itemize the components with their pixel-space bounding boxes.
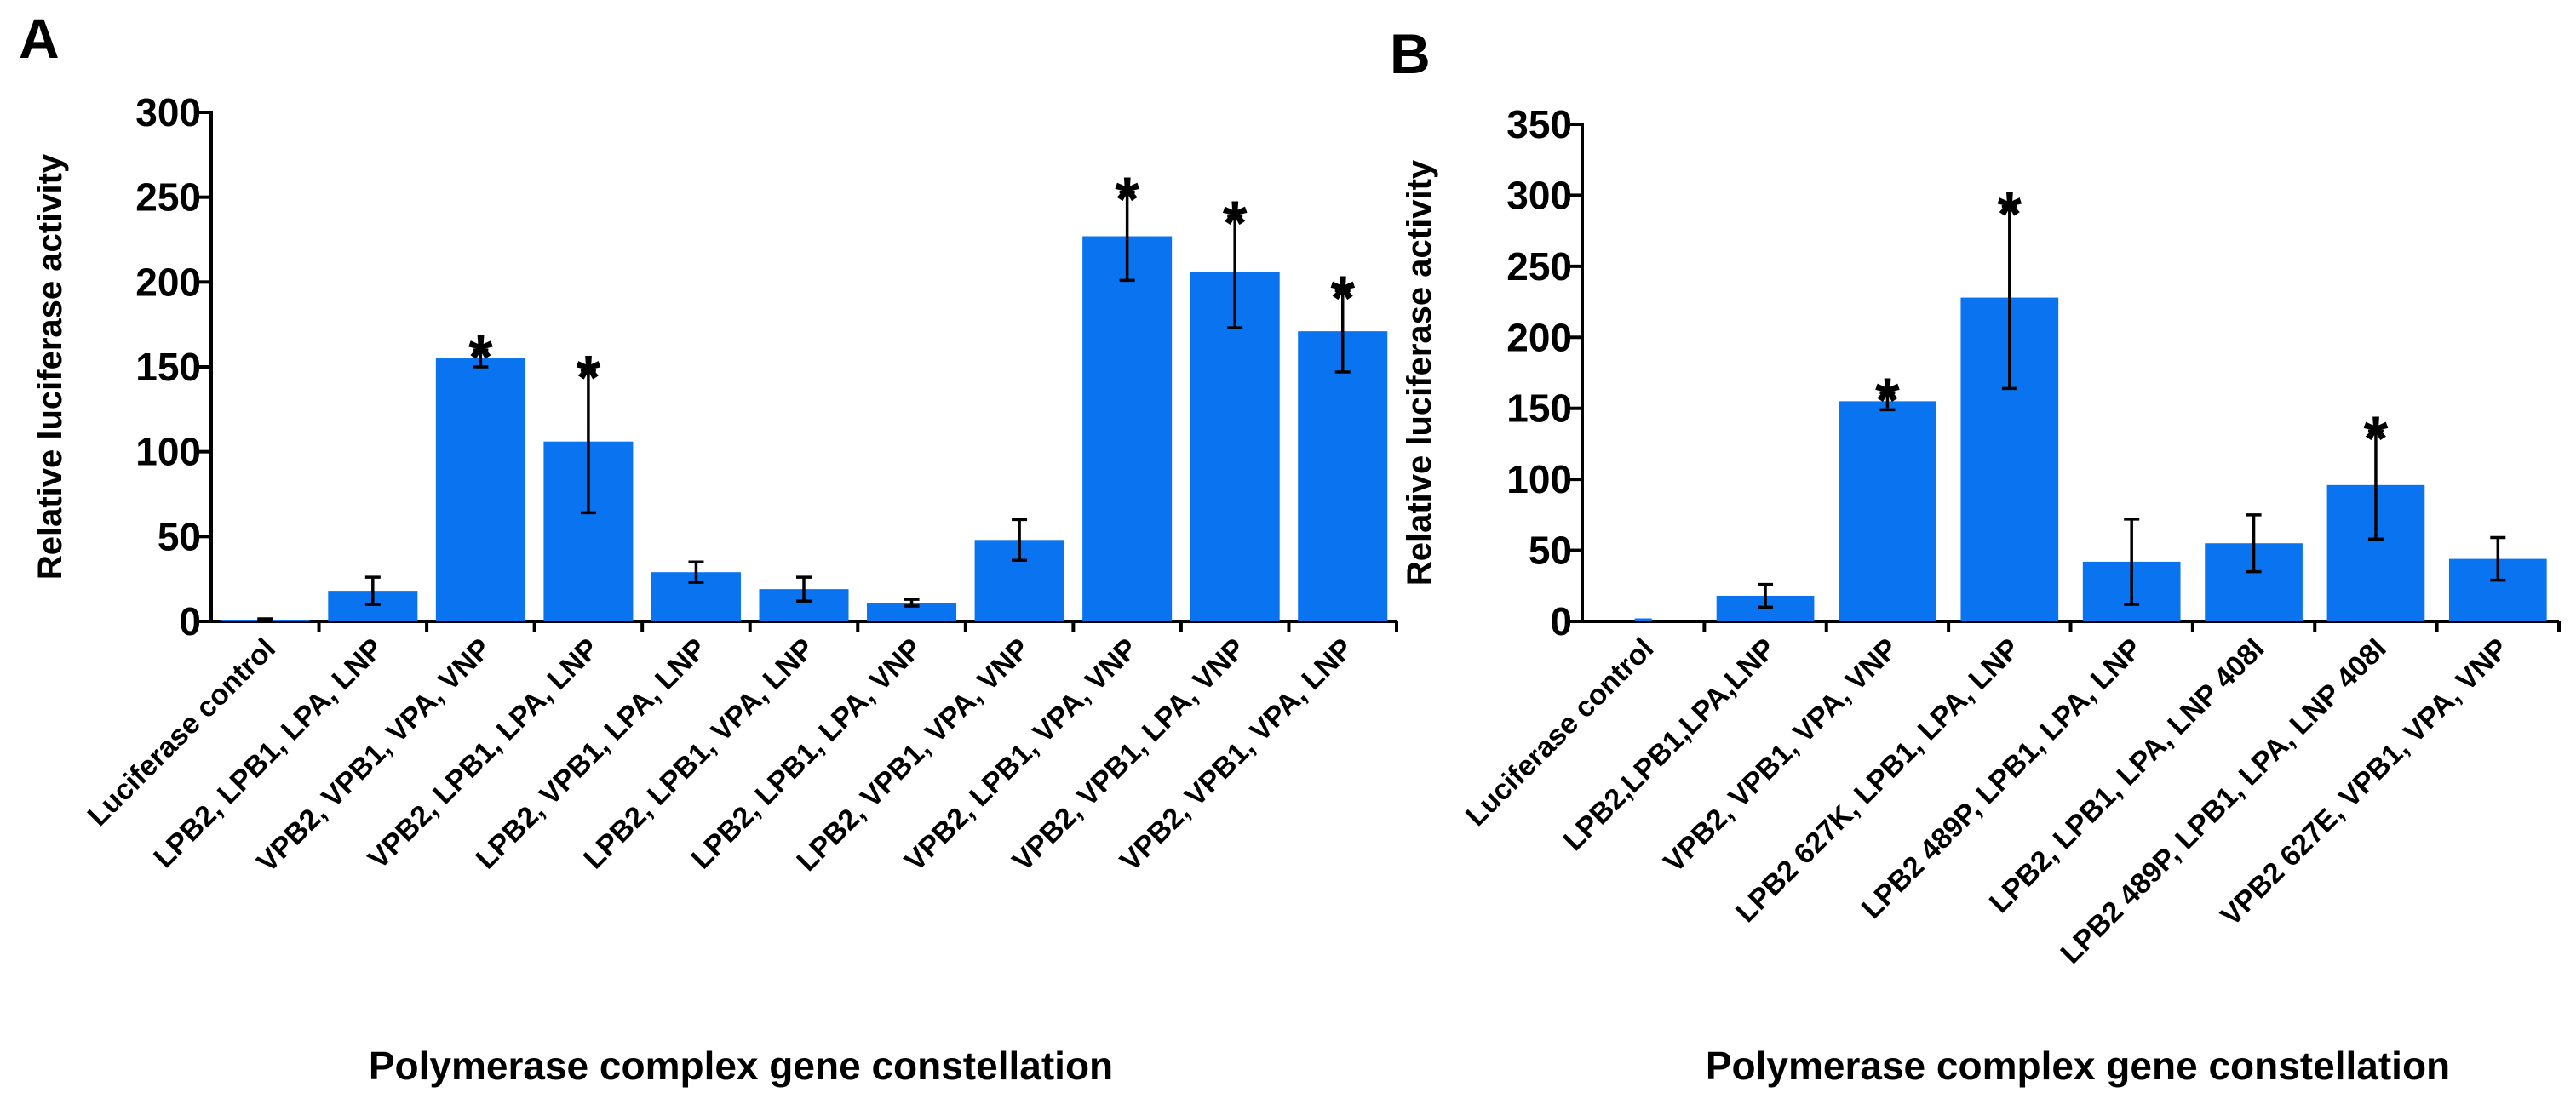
bar bbox=[1082, 236, 1173, 621]
significance-marker: * bbox=[577, 342, 601, 413]
y-tick-label: 0 bbox=[179, 599, 201, 644]
bar bbox=[1298, 331, 1388, 621]
significance-marker: * bbox=[1330, 262, 1355, 333]
category-label: Luciferase control bbox=[82, 632, 282, 832]
significance-marker: * bbox=[1997, 179, 2022, 249]
y-axis-title: Relative luciferase activity bbox=[1401, 159, 1438, 586]
category-label: LPB2,LPB1,LPA,LNP bbox=[1558, 632, 1782, 857]
y-tick-label: 150 bbox=[1506, 386, 1572, 431]
y-tick-label: 250 bbox=[1506, 244, 1572, 289]
y-tick-label: 100 bbox=[135, 430, 201, 474]
bar bbox=[867, 603, 957, 621]
y-tick-label: 200 bbox=[135, 260, 201, 304]
panel-letter: A bbox=[19, 7, 60, 70]
y-tick-label: 250 bbox=[135, 175, 201, 220]
y-tick-label: 50 bbox=[1529, 529, 1572, 573]
bar bbox=[435, 358, 525, 621]
y-tick-label: 300 bbox=[1506, 173, 1572, 217]
y-tick-label: 50 bbox=[158, 514, 201, 558]
panel-letter: B bbox=[1390, 22, 1431, 85]
category-label: VPB2, VPB1, VPA, VNP bbox=[1657, 632, 1904, 879]
bar bbox=[1190, 272, 1280, 621]
y-tick-label: 200 bbox=[1506, 315, 1572, 359]
x-axis-title: Polymerase complex gene constellation bbox=[369, 1044, 1113, 1088]
significance-marker: * bbox=[2364, 403, 2389, 473]
y-tick-label: 350 bbox=[1506, 102, 1572, 146]
significance-marker: * bbox=[1115, 164, 1139, 235]
y-axis-title: Relative luciferase activity bbox=[32, 153, 69, 580]
significance-marker: * bbox=[1875, 364, 1900, 435]
x-axis-title: Polymerase complex gene constellation bbox=[1706, 1044, 2450, 1088]
significance-marker: * bbox=[1223, 188, 1248, 259]
y-tick-label: 100 bbox=[1506, 457, 1572, 501]
y-tick-label: 300 bbox=[135, 90, 201, 134]
y-tick-label: 150 bbox=[135, 345, 201, 389]
panel-a: A 0 50 100 150 200 250 300 Relative luciferase a… bbox=[19, 7, 1398, 1088]
bar bbox=[1839, 401, 1936, 621]
significance-marker: * bbox=[468, 322, 493, 392]
y-tick-label: 0 bbox=[1550, 599, 1572, 644]
panel-b: B 0 50 100 150 200 250 300 350 Relative luciferas… bbox=[1390, 22, 2561, 1088]
